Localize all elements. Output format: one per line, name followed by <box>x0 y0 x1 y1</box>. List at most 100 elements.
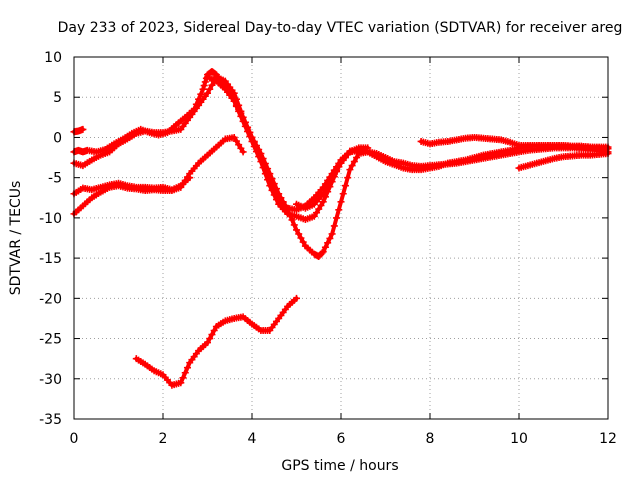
data-point <box>237 109 245 117</box>
data-point <box>270 180 278 188</box>
y-tick-label: -15 <box>39 251 62 267</box>
y-tick-label: -30 <box>39 372 62 388</box>
y-tick-label: 0 <box>53 130 62 146</box>
data-point <box>272 185 280 193</box>
data-point <box>268 175 276 183</box>
data-point <box>186 174 194 182</box>
data-point <box>299 238 307 246</box>
data-point <box>241 118 249 126</box>
data-point <box>290 221 298 229</box>
data-point <box>239 113 247 121</box>
data-point <box>199 85 207 93</box>
data-point <box>250 137 258 145</box>
data-point <box>315 205 323 213</box>
data-point <box>235 141 243 149</box>
series-track-8 <box>515 150 612 172</box>
data-point <box>317 201 325 209</box>
data-point <box>319 248 327 256</box>
data-point <box>286 211 294 219</box>
data-point <box>341 182 349 190</box>
series-line <box>72 135 246 216</box>
data-point <box>230 97 238 105</box>
y-tick-label: -10 <box>39 211 62 227</box>
grid <box>74 57 608 419</box>
series-track-5 <box>204 73 612 261</box>
data-point <box>288 216 296 224</box>
data-point <box>79 125 87 133</box>
y-axis-title: SDTVAR / TECUs <box>8 181 24 296</box>
x-tick-label: 0 <box>70 431 79 447</box>
data-point <box>348 162 356 170</box>
data-point <box>244 123 252 131</box>
data-point <box>337 198 345 206</box>
x-tick-label: 4 <box>248 431 257 447</box>
y-tick-label: 5 <box>53 90 62 106</box>
data-point <box>333 166 341 174</box>
data-point <box>310 212 318 220</box>
data-point <box>208 331 216 339</box>
y-tick-label: 10 <box>44 50 62 66</box>
data-point <box>326 234 334 242</box>
data-point <box>208 81 216 89</box>
data-point <box>324 182 332 190</box>
data-point <box>281 202 289 210</box>
data-point <box>330 170 338 178</box>
y-tick-label: -20 <box>39 291 62 307</box>
data-point <box>264 165 272 173</box>
data-point <box>295 230 303 238</box>
data-point <box>297 234 305 242</box>
data-point <box>353 154 361 162</box>
x-tick-label: 12 <box>599 431 617 447</box>
data-point <box>206 85 214 93</box>
data-point <box>339 190 347 198</box>
data-point <box>330 222 338 230</box>
data-point <box>275 190 283 198</box>
x-axis-title: GPS time / hours <box>281 458 398 474</box>
series-track-10 <box>70 125 87 136</box>
data-point <box>328 174 336 182</box>
data-point <box>293 294 300 302</box>
data-point <box>230 89 238 97</box>
series-track-3 <box>70 133 247 218</box>
data-point <box>319 190 327 198</box>
x-tick-label: 2 <box>159 431 168 447</box>
data-point <box>318 249 326 257</box>
data-point <box>335 163 343 171</box>
series-track-6 <box>293 144 372 212</box>
data-point <box>321 243 329 251</box>
data-point <box>200 82 208 90</box>
chart-title: Day 233 of 2023, Sidereal Day-to-day VTE… <box>58 20 623 36</box>
data-point <box>248 133 256 141</box>
data-point <box>232 137 240 145</box>
data-point <box>204 89 211 97</box>
data-point <box>210 327 218 335</box>
data-point <box>235 105 243 113</box>
data-point <box>259 155 267 163</box>
data-point <box>201 78 209 86</box>
y-tick-label: -35 <box>39 412 62 428</box>
data-point <box>333 214 341 222</box>
x-tick-label: 8 <box>426 431 435 447</box>
data-point <box>335 206 343 214</box>
y-tick-label: -25 <box>39 332 62 348</box>
data-point <box>364 144 372 152</box>
data-point <box>277 194 285 202</box>
ticks: 0 2 4 6 8 10 12 10 5 0 -5 -10 -15 -20 -25 -30 -35 <box>39 50 617 447</box>
data-point <box>239 148 247 156</box>
data-point <box>183 364 191 372</box>
data-point <box>177 379 185 387</box>
data-point <box>179 374 187 382</box>
data-point <box>206 335 214 343</box>
data-point <box>344 174 352 182</box>
data-point <box>257 150 265 158</box>
data-point <box>237 144 245 152</box>
data-point <box>230 133 238 141</box>
data-point <box>261 160 269 168</box>
series-layer <box>70 67 612 389</box>
data-point <box>197 90 205 98</box>
data-point <box>321 186 329 194</box>
data-point <box>293 226 300 234</box>
data-point <box>266 170 274 178</box>
data-point <box>232 101 240 109</box>
